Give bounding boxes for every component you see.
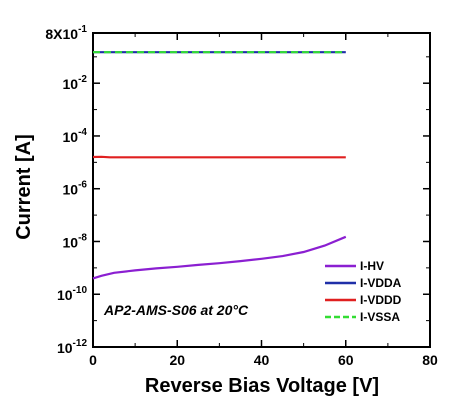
y-tick-exponent: -1	[78, 24, 87, 35]
y-tick-base: 10	[57, 287, 73, 303]
y-tick-exponent: -10	[73, 285, 88, 296]
series-line-i-hv	[92, 235, 347, 280]
y-tick-label: 8X10-1	[45, 24, 87, 42]
x-tick-label: 20	[169, 352, 185, 368]
y-tick-label: 10-4	[63, 127, 88, 145]
y-tick-exponent: -8	[78, 232, 87, 243]
y-tick-label: 10-6	[63, 180, 88, 198]
series-layer	[92, 51, 347, 280]
y-axis-label: Current [A]	[13, 134, 35, 240]
y-tick-base: 10	[63, 129, 79, 145]
x-tick-label: 0	[89, 352, 97, 368]
y-tick-base: 10	[63, 76, 79, 92]
y-tick-label: 10-10	[57, 285, 87, 303]
y-tick-exponent: -6	[78, 180, 87, 191]
x-axis-label: Reverse Bias Voltage [V]	[145, 375, 379, 397]
y-tick-base: 10	[57, 340, 73, 356]
legend-label: I-VDDA	[360, 276, 402, 290]
y-tick-base: 8X10	[45, 26, 78, 42]
axes-layer: 0 20 40 60 808X10-110-210-410-610-810-1010-1…	[45, 24, 438, 368]
annotation-text: AP2-AMS-S06 at 20°C	[103, 302, 249, 318]
y-tick-label: 10-12	[57, 338, 87, 356]
x-tick-label: 80	[422, 352, 438, 368]
y-tick-label: 10-8	[63, 232, 88, 250]
legend: I-HV I-VDDA I-VDDD I-VSSA	[325, 259, 402, 324]
series-line-i-vddd	[92, 155, 346, 159]
y-tick-exponent: -2	[78, 74, 87, 85]
y-tick-base: 10	[63, 234, 79, 250]
y-tick-exponent: -12	[73, 338, 88, 349]
legend-label: I-HV	[360, 259, 384, 273]
x-tick-label: 40	[254, 352, 270, 368]
legend-label: I-VSSA	[360, 310, 400, 324]
y-tick-exponent: -4	[78, 127, 87, 138]
x-tick-label: 60	[338, 352, 354, 368]
legend-label: I-VDDD	[360, 293, 402, 307]
y-tick-base: 10	[63, 182, 79, 198]
y-tick-label: 10-2	[63, 74, 88, 92]
